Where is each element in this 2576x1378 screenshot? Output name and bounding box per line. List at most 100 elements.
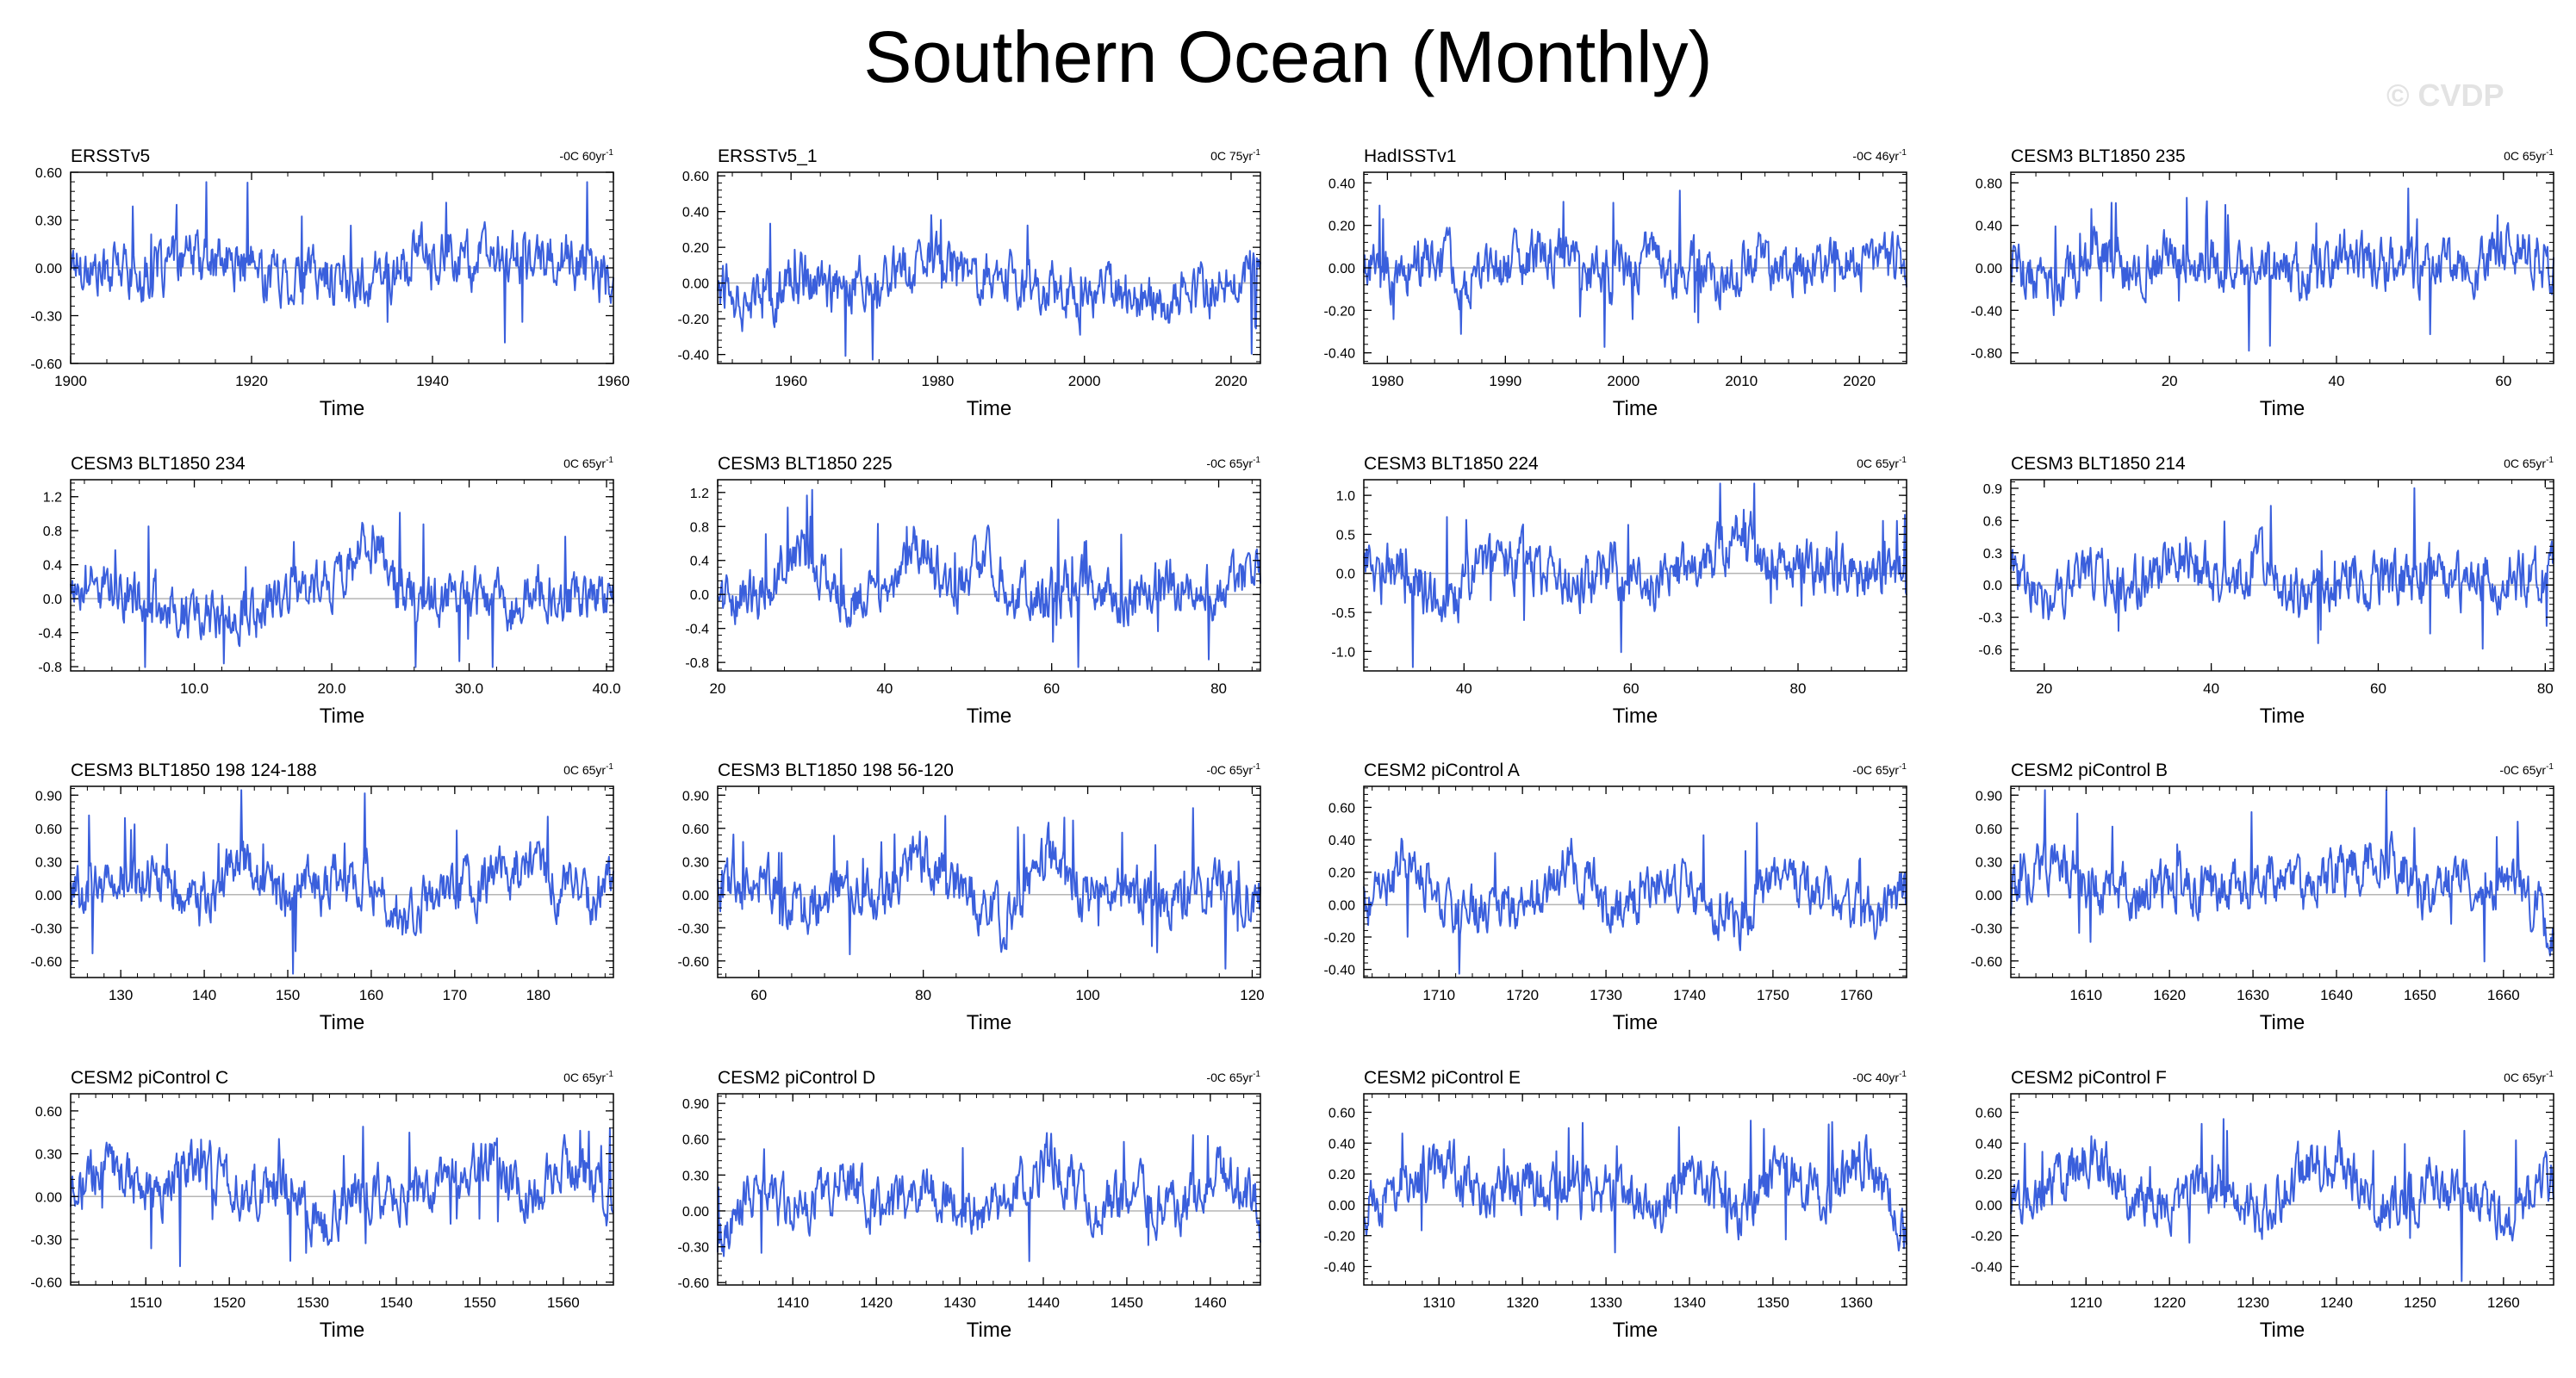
panel-title: HadISSTv1 (1364, 146, 1456, 166)
trend-label: 0C 65yr-1 (2504, 456, 2554, 470)
y-tick-label: -0.60 (31, 1276, 63, 1291)
y-tick-label: 0.60 (1328, 801, 1355, 816)
y-tick-label: 0.4 (43, 559, 62, 574)
trend-label: 0C 65yr-1 (1857, 456, 1907, 470)
plot-frame (2010, 1093, 2554, 1286)
y-tick-label: -0.60 (1971, 955, 2003, 970)
y-tick-label: -0.40 (1324, 964, 1356, 978)
x-tick-label: 1960 (775, 373, 807, 389)
y-tick-label: -0.20 (678, 313, 710, 327)
y-tick-label: -0.60 (31, 357, 63, 372)
plot-frame (70, 479, 614, 672)
y-tick-label: 0.30 (1976, 855, 2002, 870)
trend-label: 0C 75yr-1 (1210, 148, 1260, 163)
x-tick-label: 40 (2329, 373, 2345, 389)
y-tick-label: 0.40 (1328, 1137, 1355, 1151)
x-tick-label: 1320 (1506, 1294, 1539, 1311)
y-tick-label: 0.8 (690, 520, 709, 535)
x-tick-label: 1940 (416, 373, 449, 389)
x-axis-label: Time (320, 1011, 364, 1034)
x-axis-label: Time (2260, 1319, 2305, 1342)
y-tick-label: -1.0 (1331, 645, 1355, 660)
y-tick-label: 0.60 (1328, 1106, 1355, 1120)
x-tick-label: 60 (2495, 373, 2511, 389)
y-tick-label: 1.2 (43, 491, 62, 506)
y-tick-label: 0.20 (1328, 220, 1355, 234)
x-tick-label: 1640 (2320, 987, 2353, 1003)
y-tick-label: 0.6 (1983, 514, 2002, 529)
x-tick-label: 1420 (860, 1294, 893, 1311)
y-tick-label: -0.40 (1971, 1261, 2003, 1276)
x-tick-label: 20 (2162, 373, 2178, 389)
y-tick-label: -0.20 (1324, 304, 1356, 319)
y-tick-label: -0.30 (678, 1241, 710, 1256)
x-axis-label: Time (1613, 397, 1658, 420)
x-tick-label: 1410 (776, 1294, 809, 1311)
y-tick-label: 0.20 (682, 241, 709, 256)
panel-title: CESM2 piControl A (1364, 760, 1520, 780)
x-tick-label: 1630 (2237, 987, 2269, 1003)
x-axis-label: Time (1613, 705, 1658, 728)
data-series-line (717, 1132, 1261, 1263)
x-tick-label: 140 (192, 987, 216, 1003)
y-tick-label: -0.5 (1331, 606, 1355, 621)
y-tick-label: -0.20 (1971, 1230, 2003, 1245)
trend-label: -0C 65yr-1 (1206, 456, 1260, 470)
plot-frame (2010, 479, 2554, 672)
y-tick-label: 0.60 (35, 822, 62, 837)
x-tick-label: 60 (1623, 680, 1640, 697)
data-series-line (717, 488, 1261, 668)
y-tick-label: 0.9 (1983, 482, 2002, 497)
y-tick-label: 0.00 (35, 262, 62, 276)
x-tick-label: 30.0 (455, 680, 483, 697)
panel-title: CESM2 piControl D (718, 1068, 875, 1088)
x-tick-label: 1520 (213, 1294, 246, 1311)
x-tick-label: 1980 (1371, 373, 1403, 389)
x-tick-label: 180 (526, 987, 551, 1003)
x-axis-label: Time (1613, 1319, 1658, 1342)
y-tick-label: 0.3 (1983, 547, 2002, 562)
y-tick-label: -0.30 (31, 310, 63, 325)
x-tick-label: 2000 (1068, 373, 1101, 389)
y-tick-label: -0.40 (678, 349, 710, 363)
x-axis-label: Time (967, 397, 1011, 420)
data-series-line (1363, 822, 1907, 975)
x-tick-label: 1310 (1422, 1294, 1455, 1311)
panel-15: CESM2 piControl E -0C 40yr-1 -0.40 -0.20 0.0… (1324, 1068, 1907, 1342)
x-tick-label: 40 (1456, 680, 1472, 697)
y-tick-label: 0.00 (1328, 898, 1355, 913)
x-axis-label: Time (2260, 397, 2305, 420)
x-tick-label: 1660 (2487, 987, 2520, 1003)
x-axis-label: Time (2260, 1011, 2305, 1034)
x-tick-label: 1960 (597, 373, 630, 389)
y-tick-label: 0.20 (1328, 1168, 1355, 1182)
y-tick-label: 0.0 (1336, 568, 1355, 582)
y-tick-label: 0.90 (35, 789, 62, 804)
y-tick-label: -0.80 (1971, 347, 2003, 362)
panel-title: CESM3 BLT1850 214 (2011, 454, 2186, 474)
trend-label: 0C 65yr-1 (563, 456, 613, 470)
x-tick-label: 80 (1790, 680, 1807, 697)
x-tick-label: 1740 (1673, 987, 1706, 1003)
x-tick-label: 1230 (2237, 1294, 2269, 1311)
data-series-line (717, 807, 1261, 970)
panel-4: CESM3 BLT1850 235 0C 65yr-1 -0.80 -0.40 0.00… (1971, 146, 2554, 420)
y-tick-label: 0.40 (1328, 177, 1355, 191)
plot-frame (2010, 785, 2554, 978)
x-tick-label: 130 (109, 987, 133, 1003)
panel-title: CESM2 piControl E (1364, 1068, 1521, 1088)
x-tick-label: 2020 (1843, 373, 1876, 389)
trend-label: -0C 65yr-1 (1206, 762, 1260, 777)
y-tick-label: 0.00 (682, 889, 709, 903)
trend-label: -0C 65yr-1 (2499, 762, 2554, 777)
panel-6: CESM3 BLT1850 225 -0C 65yr-1 -0.8 -0.4 0.0 0.… (685, 454, 1261, 728)
x-tick-label: 1350 (1757, 1294, 1789, 1311)
panel-10: CESM3 BLT1850 198 56-120 -0C 65yr-1 -0.60 -… (678, 760, 1265, 1034)
x-tick-label: 80 (2537, 680, 2554, 697)
y-tick-label: 0.30 (682, 1169, 709, 1183)
x-tick-label: 120 (1240, 987, 1264, 1003)
x-tick-label: 1620 (2153, 987, 2186, 1003)
panel-title: CESM3 BLT1850 198 124-188 (71, 760, 317, 780)
x-tick-label: 10.0 (180, 680, 208, 697)
watermark: © CVDP (2386, 78, 2504, 113)
